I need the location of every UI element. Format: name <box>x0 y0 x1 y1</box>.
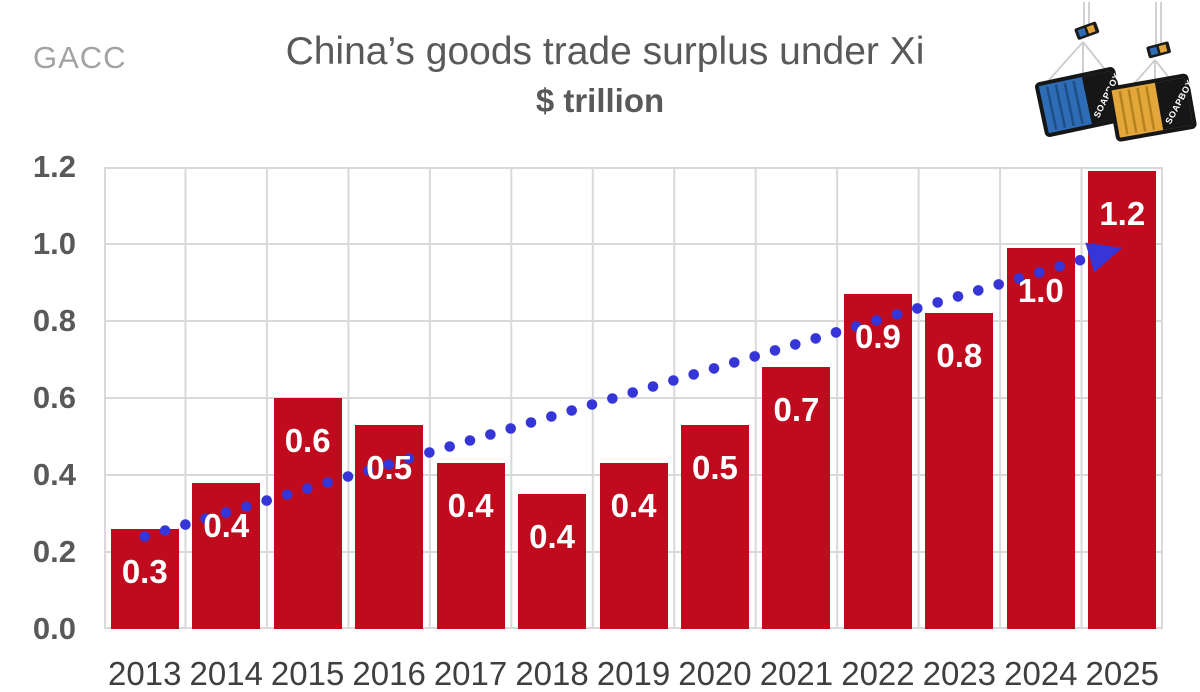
y-tick-1.0: 1.0 <box>32 226 76 261</box>
x-tick-2022: 2022 <box>841 655 915 692</box>
x-tick-2023: 2023 <box>922 655 997 692</box>
bar-value-label-2023: 0.8 <box>936 337 983 375</box>
bar-value-label-2015: 0.6 <box>284 422 331 459</box>
crane-hook-right-icon <box>1146 41 1171 59</box>
crane-hook-left-icon <box>1074 21 1100 40</box>
y-tick-1.2: 1.2 <box>32 149 76 184</box>
y-tick-0.6: 0.6 <box>32 380 76 415</box>
bar-value-label-2020: 0.5 <box>692 448 738 486</box>
bar-2021 <box>762 367 831 629</box>
bar-value-label-2013: 0.3 <box>121 552 168 590</box>
bar-2024 <box>1006 247 1075 629</box>
bar-2013 <box>110 528 179 629</box>
x-tick-2018: 2018 <box>515 655 589 692</box>
y-tick-0.8: 0.8 <box>32 303 76 338</box>
bar-value-label-2016: 0.5 <box>366 448 413 486</box>
bar-value-label-2017: 0.4 <box>447 487 494 525</box>
trend-dotted-arrow <box>139 242 1123 542</box>
bar-2022 <box>843 294 912 629</box>
bar-value-label-2024: 1.0 <box>1017 271 1064 309</box>
bar-value-label-2022: 0.9 <box>855 318 901 356</box>
x-tick-2017: 2017 <box>433 655 508 692</box>
x-tick-2014: 2014 <box>189 655 263 692</box>
x-tick-2015: 2015 <box>270 655 345 692</box>
bar-2020 <box>681 424 749 629</box>
x-tick-2013: 2013 <box>108 655 182 692</box>
bar-value-label-2019: 0.4 <box>610 487 657 525</box>
y-tick-0.0: 0.0 <box>32 611 76 646</box>
bar-2015 <box>273 398 342 629</box>
bar-value-label-2018: 0.4 <box>529 518 575 556</box>
bar-value-label-2025: 1.2 <box>1099 194 1146 232</box>
x-tick-2021: 2021 <box>759 655 834 692</box>
soapbox-containers-logo: SOAPBOX SOAPBOX <box>1025 2 1197 144</box>
x-tick-2019: 2019 <box>596 655 671 692</box>
chart-title: China’s goods trade surplus under Xi <box>285 30 925 73</box>
soapbox-logo-graphic: SOAPBOX SOAPBOX <box>1035 2 1197 142</box>
bars-group <box>104 167 1163 630</box>
x-tick-2020: 2020 <box>678 655 752 692</box>
x-tick-2025: 2025 <box>1085 655 1159 692</box>
bar-2023 <box>925 313 994 629</box>
x-tick-2016: 2016 <box>352 655 426 692</box>
bar-2017 <box>436 463 505 629</box>
x-tick-2024: 2024 <box>1004 655 1078 692</box>
bar-value-label-2021: 0.7 <box>773 391 820 429</box>
yellow-container: SOAPBOX <box>1107 73 1197 142</box>
bar-value-label-2014: 0.4 <box>203 506 250 544</box>
y-tick-0.4: 0.4 <box>32 457 76 492</box>
bar-labels-group: 0.3 0.4 0.6 0.5 0.4 0.4 0.4 0.5 0.7 0.9 0.8 1.0 1.2 <box>104 167 1163 629</box>
chart-subtitle: $ trillion <box>535 82 665 119</box>
source-label: GACC <box>33 40 127 75</box>
plot-area: 0.3 0.4 0.6 0.5 0.4 0.4 0.4 0.5 0.7 0.9 0.8 1.0 1.2 <box>104 167 1163 630</box>
bar-2019 <box>599 463 668 629</box>
y-tick-0.2: 0.2 <box>32 534 76 569</box>
bar-2018 <box>518 494 586 630</box>
